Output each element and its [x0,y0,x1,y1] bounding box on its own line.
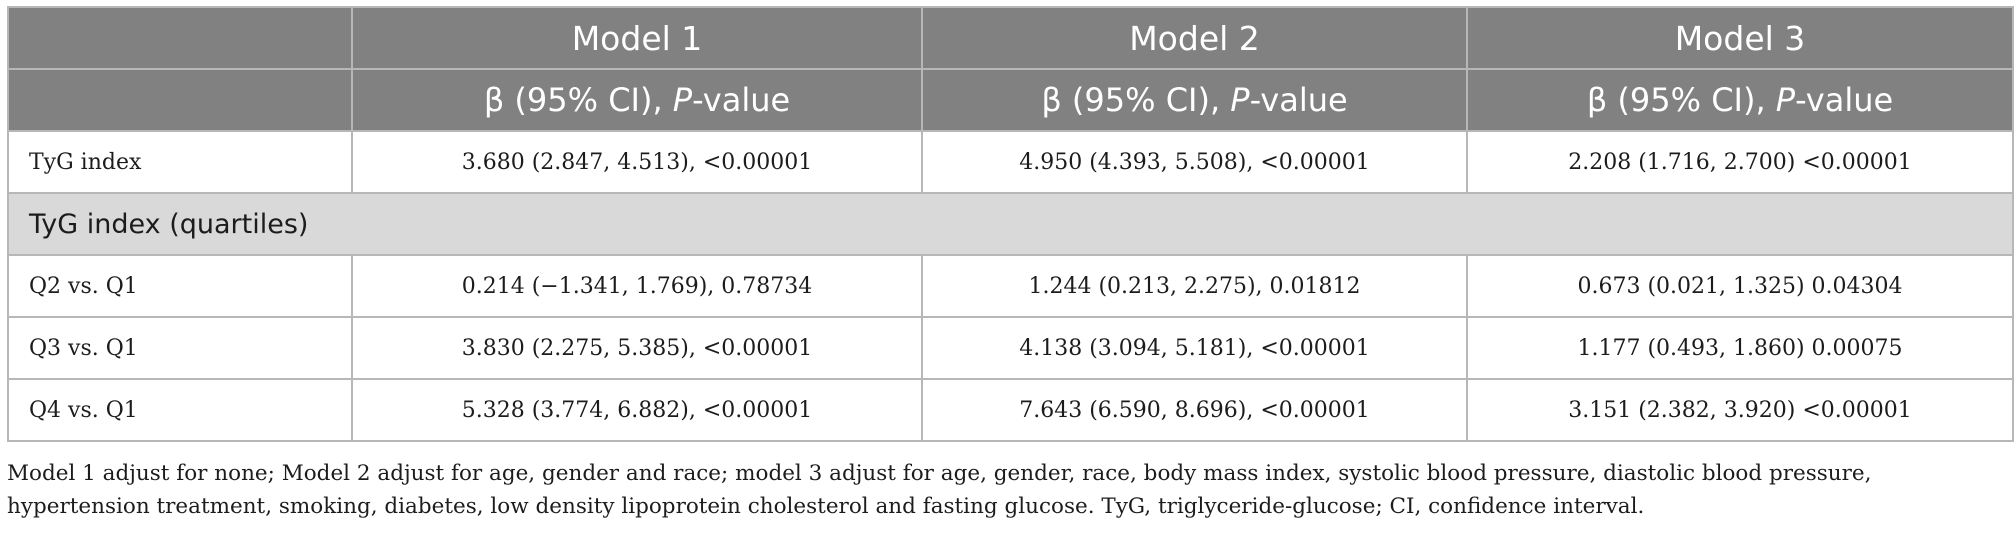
stat-prefix: β (95% CI), [1041,81,1231,119]
header-model-1: Model 1 [351,6,923,70]
stat-suffix: -value [692,81,791,119]
table-cell: 3.830 (2.275, 5.385), <0.00001 [351,316,923,380]
results-table-container: Model 1 Model 2 Model 3 β (95% CI), P-va… [7,6,2014,442]
table-cell: 2.208 (1.716, 2.700) <0.00001 [1466,130,2014,194]
table-cell: 7.643 (6.590, 8.696), <0.00001 [921,378,1468,442]
table-cell: 0.214 (−1.341, 1.769), 0.78734 [351,254,923,318]
stat-italic-p: P [672,81,693,119]
table-header: Model 1 Model 2 Model 3 β (95% CI), P-va… [7,6,2014,132]
row-label: Q2 vs. Q1 [7,254,353,318]
header-model-2: Model 2 [921,6,1468,70]
table-cell: 4.138 (3.094, 5.181), <0.00001 [921,316,1468,380]
stat-italic-p: P [1230,81,1250,119]
table-row: TyG index 3.680 (2.847, 4.513), <0.00001… [7,130,2014,194]
row-label: TyG index [7,130,353,194]
section-label: TyG index (quartiles) [7,192,2014,256]
table-cell: 3.151 (2.382, 3.920) <0.00001 [1466,378,2014,442]
table-cell: 3.680 (2.847, 4.513), <0.00001 [351,130,923,194]
header-empty-cell [7,6,353,70]
table-row: Q3 vs. Q1 3.830 (2.275, 5.385), <0.00001… [7,316,2014,380]
section-row: TyG index (quartiles) [7,192,2014,256]
table-cell: 1.244 (0.213, 2.275), 0.01812 [921,254,1468,318]
table-body: TyG index 3.680 (2.847, 4.513), <0.00001… [7,130,2014,442]
table-footnote: Model 1 adjust for none; Model 2 adjust … [7,461,1872,519]
stat-suffix: -value [1795,81,1894,119]
table-row: Q4 vs. Q1 5.328 (3.774, 6.882), <0.00001… [7,378,2014,442]
table-cell: 5.328 (3.774, 6.882), <0.00001 [351,378,923,442]
header-row-models: Model 1 Model 2 Model 3 [7,6,2014,70]
row-label: Q3 vs. Q1 [7,316,353,380]
header-stat-label: β (95% CI), P-value [351,68,923,132]
table-row: Q2 vs. Q1 0.214 (−1.341, 1.769), 0.78734… [7,254,2014,318]
header-model-3: Model 3 [1466,6,2014,70]
header-stat-label: β (95% CI), P-value [921,68,1468,132]
stat-prefix: β (95% CI), [483,81,673,119]
stat-prefix: β (95% CI), [1586,81,1776,119]
header-stat-label: β (95% CI), P-value [1466,68,2014,132]
results-table: Model 1 Model 2 Model 3 β (95% CI), P-va… [7,6,2014,442]
row-label: Q4 vs. Q1 [7,378,353,442]
stat-suffix: -value [1249,81,1348,119]
stat-italic-p: P [1775,81,1796,119]
table-cell: 1.177 (0.493, 1.860) 0.00075 [1466,316,2014,380]
header-empty-cell [7,68,353,132]
table-cell: 4.950 (4.393, 5.508), <0.00001 [921,130,1468,194]
header-row-stats: β (95% CI), P-value β (95% CI), P-value … [7,68,2014,132]
table-cell: 0.673 (0.021, 1.325) 0.04304 [1466,254,2014,318]
